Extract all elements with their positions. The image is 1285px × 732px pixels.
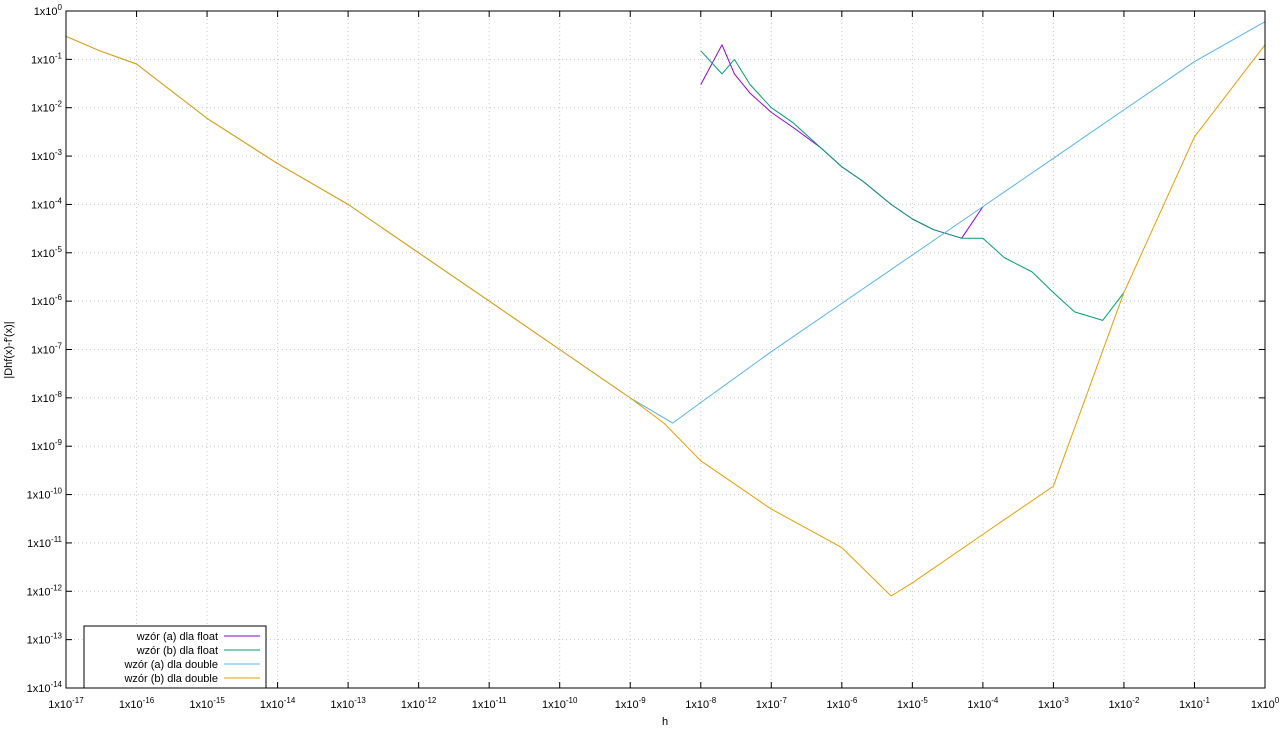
- y-tick-label: 1x10-4: [31, 196, 63, 211]
- y-tick-label: 1x10-9: [31, 438, 63, 453]
- series-line-2: [700, 50, 1125, 321]
- y-tick-label: 1x10-7: [31, 342, 63, 357]
- grid: [66, 11, 1265, 688]
- y-tick-label: 1x10-6: [31, 293, 63, 308]
- x-tick-label: 1x10-14: [260, 696, 296, 711]
- x-tick-label: 1x10-3: [1038, 696, 1070, 711]
- x-tick-label: 1x10-16: [119, 696, 155, 711]
- series-line-4: [65, 35, 1266, 597]
- y-axis-ticks: 1x100 1x10-1 1x10-2 1x10-3 1x10-4 1x10-5 1x10-…: [27, 3, 1265, 695]
- x-tick-label: 1x10-1: [1179, 696, 1211, 711]
- x-tick-label: 1x10-13: [330, 696, 366, 711]
- y-tick-label: 1x10-12: [27, 583, 63, 598]
- y-tick-label: 1x10-3: [31, 148, 63, 163]
- legend-label: wzór (b) dla double: [123, 673, 218, 685]
- x-tick-label: 1x10-15: [189, 696, 225, 711]
- legend: wzór (a) dla float wzór (b) dla float wzór…: [83, 625, 267, 689]
- y-tick-label: 1x10-14: [27, 680, 63, 695]
- legend-label: wzór (b) dla float: [136, 645, 218, 657]
- y-tick-label: 1x10-13: [27, 632, 63, 647]
- x-tick-label: 1x10-4: [967, 696, 999, 711]
- x-tick-label: 1x10-11: [472, 696, 507, 711]
- x-tick-label: 1x10-6: [826, 696, 858, 711]
- y-tick-label: 1x100: [34, 3, 63, 18]
- series-line-3: [65, 21, 1266, 424]
- plot-series: [65, 21, 1266, 597]
- y-tick-label: 1x10-8: [31, 390, 63, 405]
- x-axis-ticks: 1x10-17 1x10-16 1x10-15 1x10-14 1x10-13 1x10-…: [48, 11, 1280, 711]
- x-tick-label: 1x10-7: [756, 696, 788, 711]
- x-tick-label: 1x10-12: [401, 696, 437, 711]
- y-axis-label: |Dhf(x)-f'(x)|: [3, 321, 15, 378]
- x-tick-label: 1x10-5: [897, 696, 929, 711]
- y-tick-label: 1x10-1: [31, 51, 63, 66]
- y-tick-label: 1x10-5: [31, 245, 63, 260]
- x-tick-label: 1x100: [1251, 696, 1280, 711]
- legend-label: wzór (a) dla float: [136, 631, 218, 643]
- x-tick-label: 1x10-8: [685, 696, 717, 711]
- x-axis-label: h: [662, 716, 668, 728]
- legend-label: wzór (a) dla double: [123, 659, 218, 671]
- x-tick-label: 1x10-10: [542, 696, 578, 711]
- y-tick-label: 1x10-11: [27, 535, 62, 550]
- x-tick-label: 1x10-2: [1108, 696, 1140, 711]
- plot-frame: [65, 10, 1266, 689]
- x-tick-label: 1x10-9: [615, 696, 647, 711]
- x-tick-label: 1x10-17: [48, 696, 84, 711]
- y-tick-label: 1x10-10: [27, 487, 63, 502]
- y-tick-label: 1x10-2: [31, 100, 63, 115]
